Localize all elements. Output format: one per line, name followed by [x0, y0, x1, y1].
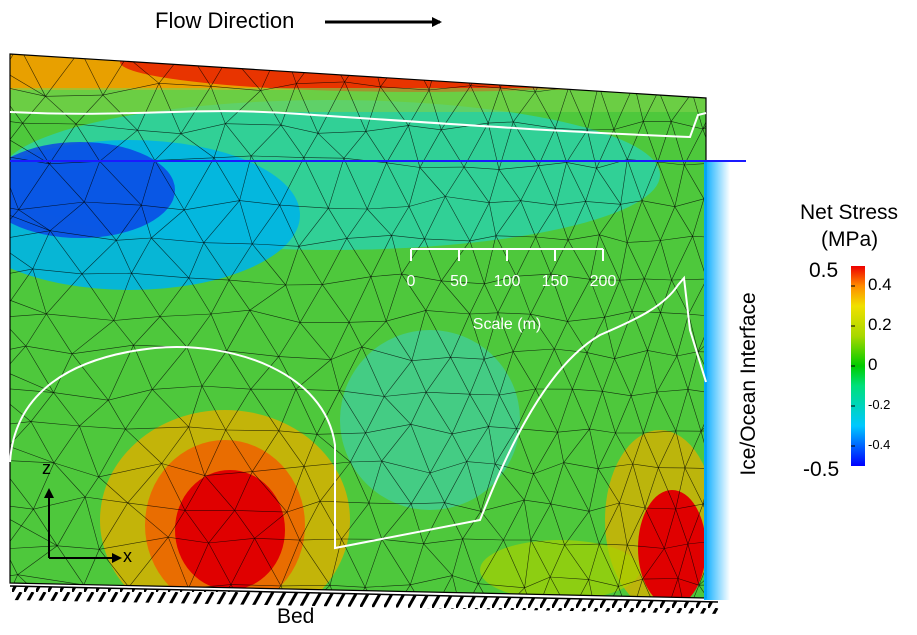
field-terminus-red — [638, 490, 706, 606]
mesh-edge — [569, 51, 585, 88]
mesh-edge — [569, 85, 599, 87]
z-axis-label: z — [42, 458, 51, 479]
mesh-edge — [186, 49, 229, 55]
colorbar-tick-label: -0.2 — [868, 397, 890, 412]
scale-tick-label: 50 — [450, 273, 468, 291]
mesh-edge — [514, 47, 558, 50]
mesh-edge — [344, 620, 387, 626]
mesh-edge — [430, 615, 462, 618]
mesh-edge — [462, 615, 496, 616]
mesh-edge — [719, 89, 744, 91]
bed-label: Bed — [277, 605, 314, 629]
mesh-edge — [471, 56, 489, 86]
field-bottom-red — [175, 470, 285, 590]
mesh-edge — [730, 168, 742, 199]
mesh-edge — [719, 91, 731, 123]
colorbar-max-label: 0.5 — [809, 259, 838, 283]
mesh-edge — [599, 84, 635, 85]
mesh-edge — [496, 616, 534, 617]
mesh-edge — [703, 123, 732, 129]
mesh-edge — [662, 617, 686, 624]
ice-ocean-interface-label: Ice/Ocean Interface — [737, 292, 761, 475]
mesh-edge — [715, 123, 732, 163]
mesh-edge — [619, 48, 644, 55]
mesh-edge — [731, 585, 744, 616]
mesh-edge — [703, 89, 744, 129]
mesh-edge — [692, 91, 719, 92]
mesh-edge — [703, 48, 720, 91]
mesh-edge — [659, 47, 675, 90]
mesh-edge — [0, 502, 5, 549]
mesh-edge — [535, 47, 558, 93]
mesh-edge — [0, 549, 5, 582]
field-surface-red — [120, 32, 720, 92]
x-axis-label: x — [123, 546, 132, 567]
mesh-edge — [731, 544, 745, 584]
mesh-edge — [599, 48, 619, 85]
colorbar-tick-label: 0.2 — [868, 315, 892, 335]
mesh-edge — [442, 44, 471, 86]
mesh-edge — [500, 49, 514, 88]
mesh-edge — [408, 44, 442, 50]
mesh-edge — [570, 614, 598, 625]
mesh-edge — [675, 47, 693, 92]
mesh-edge — [0, 612, 57, 621]
mesh-edge — [80, 50, 127, 57]
mesh-edge — [19, 45, 81, 50]
mesh-edge — [212, 612, 252, 622]
colorbar-tick-label: 0.4 — [868, 275, 892, 295]
mesh-edge — [675, 47, 703, 48]
mesh-edge — [726, 53, 744, 90]
mesh-edge — [230, 43, 282, 54]
mesh-edge — [643, 47, 674, 55]
mesh-edge — [634, 55, 643, 84]
mesh-edge — [643, 55, 658, 91]
mesh-edge — [442, 44, 489, 56]
mesh-edge — [731, 508, 745, 544]
mesh-edge — [558, 47, 569, 88]
colorbar-min-label: -0.5 — [803, 458, 839, 482]
mesh-edge — [127, 49, 187, 57]
mesh-edge — [489, 49, 515, 56]
scale-tick-label: 0 — [407, 273, 416, 291]
mesh-edge — [730, 199, 740, 236]
colorbar-title: Net Stress — [800, 201, 898, 225]
mesh-edge — [57, 612, 112, 614]
mesh-edge — [129, 587, 189, 588]
scale-tick-label: 100 — [494, 273, 521, 291]
mesh-edge — [598, 619, 630, 625]
mesh-edge — [703, 48, 726, 52]
ocean-glow — [704, 160, 730, 600]
mesh-edge — [489, 56, 501, 88]
mesh-edge — [630, 619, 662, 624]
mesh-edge — [282, 43, 324, 46]
mesh-edge — [153, 612, 212, 626]
scale-tick-label: 150 — [542, 273, 569, 291]
mesh-edge — [719, 53, 725, 92]
mesh-edge — [369, 45, 408, 50]
mesh-edge — [585, 48, 619, 51]
mesh-edge — [634, 84, 658, 91]
flow-direction-label: Flow Direction — [155, 8, 294, 34]
mesh-edge — [732, 89, 744, 123]
mesh-edge — [324, 45, 369, 46]
mesh-edge — [659, 91, 693, 93]
mesh-edge — [0, 45, 19, 51]
colorbar-tick-label: 0 — [868, 355, 877, 375]
mesh-edge — [619, 48, 635, 84]
mesh-edge — [112, 614, 153, 626]
mesh-edge — [585, 51, 599, 86]
mesh-edge — [558, 47, 585, 51]
colorbar-tick-label: -0.4 — [868, 437, 890, 452]
scale-bar-title: Scale (m) — [473, 316, 541, 334]
colorbar-unit: (MPa) — [821, 228, 878, 252]
mesh-edge — [692, 48, 703, 92]
mesh-edge — [388, 618, 431, 620]
mesh-edge — [535, 614, 571, 617]
scale-tick-label: 200 — [590, 273, 617, 291]
